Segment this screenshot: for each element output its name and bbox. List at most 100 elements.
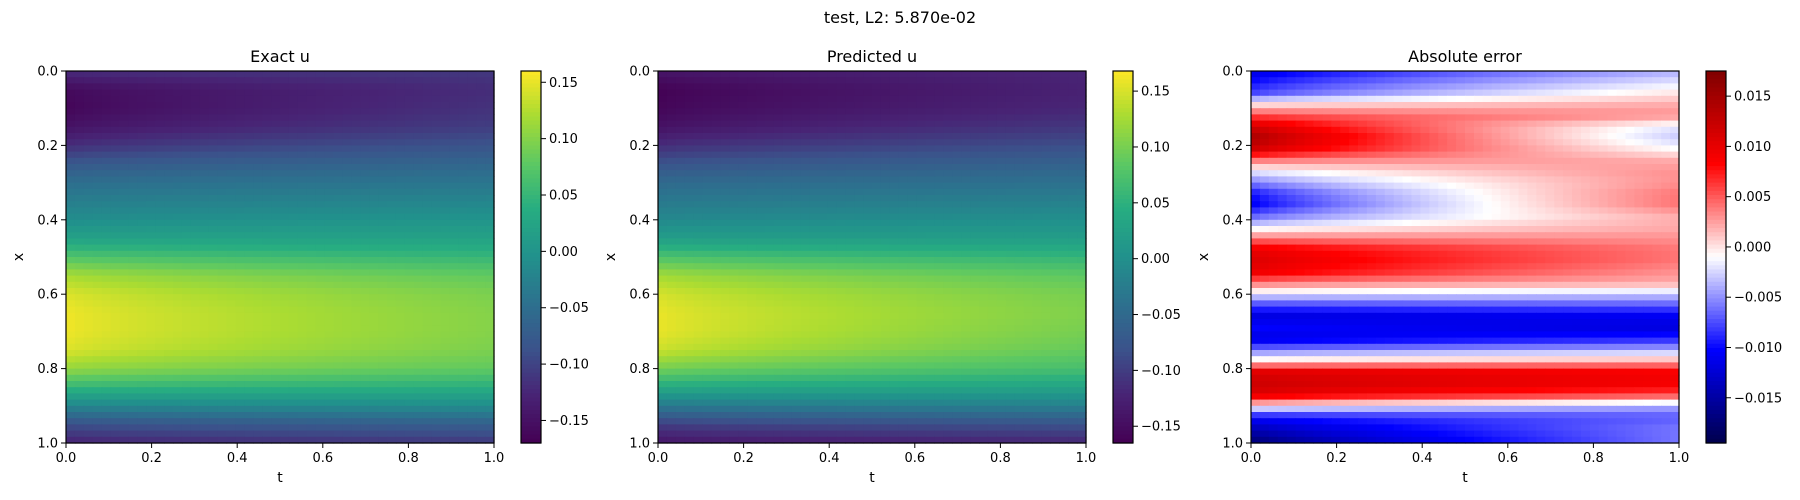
heatmap-cell [395, 133, 406, 140]
heatmap-cell [208, 436, 219, 444]
heatmap-cell [155, 306, 165, 314]
heatmap-cell [907, 114, 918, 122]
heatmap-cell [119, 312, 130, 320]
heatmap-cell [1032, 288, 1043, 295]
heatmap-cell [458, 195, 468, 202]
heatmap-cell [173, 145, 183, 153]
heatmap-cell [378, 294, 388, 301]
heatmap-cell [378, 319, 388, 326]
heatmap-cell [872, 95, 882, 103]
heatmap-cell [324, 294, 335, 301]
heatmap-cell [74, 114, 85, 122]
heatmap-cell [333, 89, 344, 97]
heatmap-cell [199, 164, 210, 171]
heatmap-cell [925, 219, 936, 227]
heatmap-cell [333, 145, 344, 153]
heatmap-cell [756, 145, 766, 153]
heatmap-cell [907, 213, 918, 221]
heatmap-cell [271, 195, 281, 202]
heatmap-cell [324, 114, 335, 122]
heatmap-cell [217, 381, 228, 388]
heatmap-cell [970, 102, 980, 109]
heatmap-cell [756, 319, 766, 326]
heatmap-cell [485, 362, 495, 370]
heatmap-cell [128, 356, 138, 363]
heatmap-cell [782, 226, 793, 233]
heatmap-cell [431, 269, 442, 277]
heatmap-cell [271, 182, 281, 190]
heatmap-cell [226, 219, 237, 227]
heatmap-cell [485, 126, 495, 134]
heatmap-cell [485, 306, 495, 314]
heatmap-cell [297, 325, 308, 332]
heatmap-cell [898, 108, 909, 115]
heatmap-cell [351, 356, 361, 363]
colorbar-segment [521, 323, 541, 328]
heatmap-cell [128, 157, 138, 165]
heatmap-cell [360, 95, 370, 103]
heatmap-cell [253, 300, 263, 308]
heatmap-cell [280, 213, 290, 221]
heatmap-cell [297, 164, 308, 171]
heatmap-cell [101, 399, 112, 407]
heatmap-cell [235, 201, 245, 208]
heatmap-cell [898, 213, 909, 221]
heatmap-cell [146, 337, 156, 345]
heatmap-cell [101, 288, 112, 295]
heatmap-cell [315, 399, 326, 407]
heatmap-cell [101, 387, 112, 394]
heatmap-cell [253, 71, 263, 78]
heatmap-cell [431, 263, 442, 270]
heatmap-cell [244, 405, 254, 413]
heatmap-cell [979, 133, 989, 140]
heatmap-cell [119, 219, 130, 227]
heatmap-cell [199, 201, 210, 208]
heatmap-cell [711, 294, 722, 301]
heatmap-cell [1050, 83, 1060, 91]
heatmap-cell [280, 232, 290, 239]
heatmap-cell [146, 331, 156, 339]
heatmap-cell [1005, 83, 1016, 91]
heatmap-cell [66, 226, 76, 233]
heatmap-cell [253, 151, 263, 159]
heatmap-cell [1050, 213, 1060, 221]
heatmap-cell [1068, 257, 1078, 264]
heatmap-cell [987, 219, 998, 227]
heatmap-cell [818, 170, 829, 177]
colorbar-segment [521, 71, 541, 76]
heatmap-cell [164, 350, 174, 357]
heatmap-cell [729, 188, 739, 196]
heatmap-cell [342, 157, 352, 165]
heatmap-cell [74, 418, 85, 425]
heatmap-cell [898, 219, 909, 227]
heatmap-cell [449, 306, 459, 314]
heatmap-cell [791, 300, 802, 308]
heatmap-cell [791, 108, 802, 115]
heatmap-cell [413, 238, 424, 246]
heatmap-cell [297, 300, 308, 308]
heatmap-cell [83, 232, 94, 239]
heatmap-cell [800, 232, 811, 239]
heatmap-cell [181, 95, 192, 103]
heatmap-cell [404, 275, 415, 283]
heatmap-cell [458, 374, 468, 382]
heatmap-cell [431, 77, 442, 84]
heatmap-cell [217, 436, 228, 444]
heatmap-cell [413, 108, 424, 115]
heatmap-cell [773, 114, 784, 122]
heatmap-cell [845, 281, 855, 289]
heatmap-cell [253, 343, 263, 351]
heatmap-cell [854, 219, 864, 227]
heatmap-cell [747, 232, 757, 239]
heatmap-cell [404, 412, 415, 419]
heatmap-cell [952, 269, 962, 277]
heatmap-cell [907, 195, 918, 202]
heatmap-cell [791, 312, 802, 320]
heatmap-cell [66, 393, 76, 401]
heatmap-cell [476, 182, 486, 190]
heatmap-cell [818, 114, 829, 122]
heatmap-cell [765, 244, 775, 252]
heatmap-cell [137, 387, 147, 394]
heatmap-cell [1041, 151, 1051, 159]
heatmap-cell [173, 418, 183, 425]
